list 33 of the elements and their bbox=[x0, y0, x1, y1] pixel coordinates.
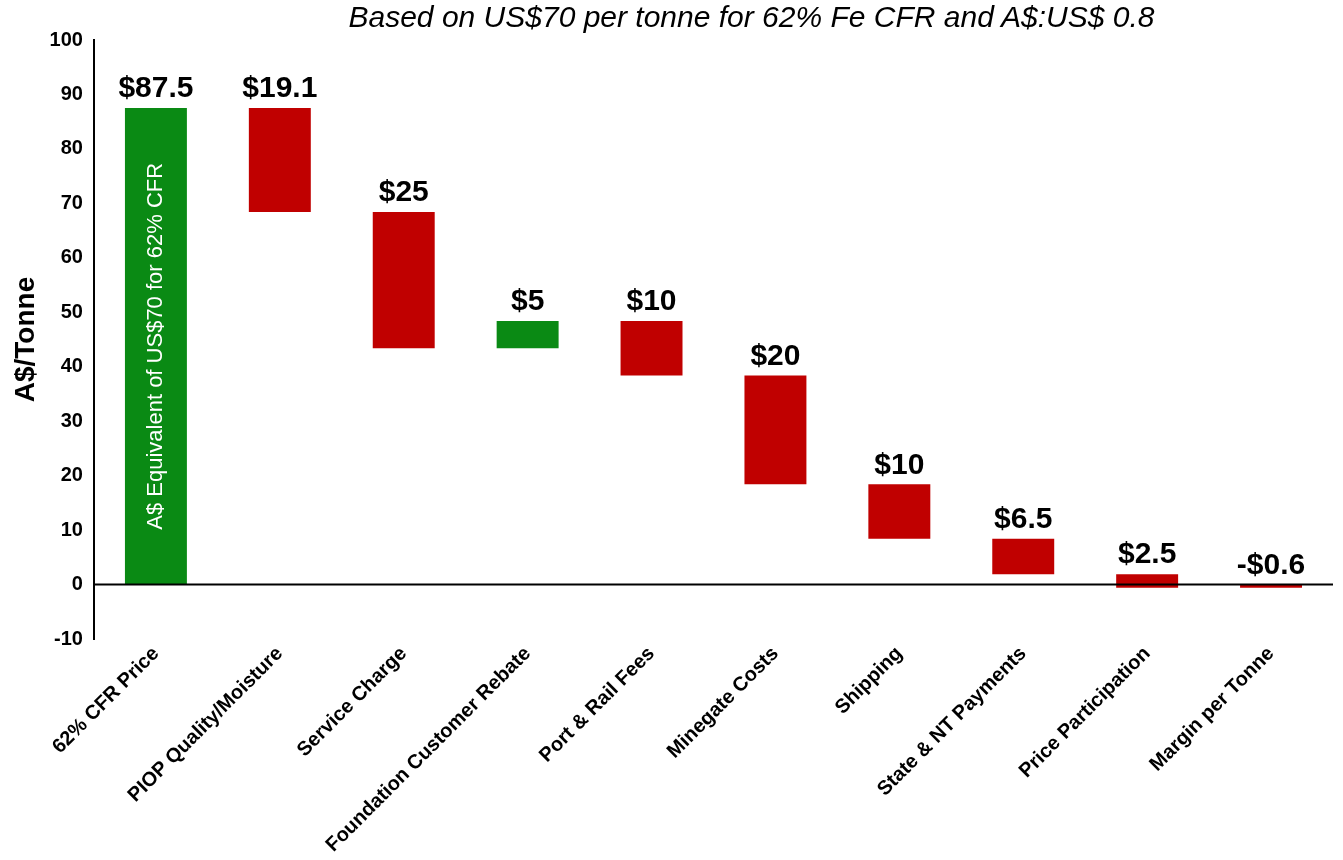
bar bbox=[868, 484, 931, 539]
y-tick-label: 50 bbox=[60, 299, 83, 322]
data-label: $2.5 bbox=[1117, 536, 1177, 570]
data-label: $20 bbox=[750, 337, 801, 371]
y-tick-label: 0 bbox=[71, 572, 83, 595]
data-label: -$0.6 bbox=[1236, 546, 1306, 580]
data-label: $25 bbox=[378, 174, 429, 208]
data-label: $87.5 bbox=[118, 70, 194, 104]
y-tick-label: 80 bbox=[60, 136, 83, 159]
data-label: $5 bbox=[510, 283, 545, 317]
data-label: $10 bbox=[626, 283, 677, 317]
y-tick-label: 10 bbox=[60, 517, 83, 540]
data-label: $10 bbox=[874, 446, 925, 480]
data-label: $6.5 bbox=[994, 501, 1053, 535]
bar bbox=[124, 108, 187, 585]
y-tick-label: 60 bbox=[60, 245, 83, 268]
bar bbox=[992, 538, 1055, 575]
bar bbox=[620, 321, 683, 376]
y-tick-label: -10 bbox=[54, 626, 83, 649]
chart-title: Based on US$70 per tonne for 62% Fe CFR and A$:US$ 0.8 bbox=[348, 0, 1155, 33]
annotation: A$ Equivalent of US$70 for 62% CFR bbox=[141, 162, 167, 530]
y-tick-label: 100 bbox=[49, 27, 83, 50]
y-tick-label: 90 bbox=[60, 81, 83, 104]
y-tick-label: 20 bbox=[60, 463, 83, 486]
y-tick-label: 70 bbox=[60, 190, 83, 213]
y-tick-label: 30 bbox=[60, 408, 83, 431]
bar bbox=[744, 375, 807, 485]
y-axis-title: A$/Tonne bbox=[8, 276, 40, 403]
y-tick-label: 40 bbox=[60, 354, 83, 377]
bar bbox=[248, 108, 311, 213]
bar bbox=[496, 321, 559, 349]
bar bbox=[372, 212, 435, 349]
data-label: $19.1 bbox=[242, 70, 318, 104]
